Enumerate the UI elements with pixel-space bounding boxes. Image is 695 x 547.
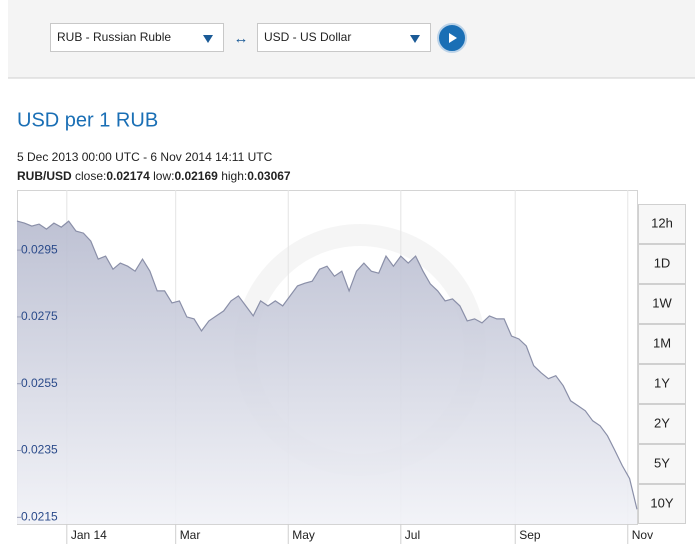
y-tick-label: 0.0215 [21, 509, 58, 523]
high-label: high: [221, 169, 247, 183]
plot: Jan 14 Mar May Jul Sep Nov 0.0215 0.0235 0.0255 0… [16, 190, 653, 544]
heading: USD per 1 RUB [17, 109, 158, 131]
x-tick-label: Mar [180, 528, 201, 542]
range-button[interactable] [638, 404, 686, 444]
swap-icon[interactable]: ↔ [234, 30, 249, 47]
low-value: 0.02169 [174, 169, 218, 183]
range-label: 1Y [654, 375, 670, 390]
x-tick-label: Nov [632, 528, 653, 542]
y-tick-label: 0.0295 [21, 242, 58, 256]
range-button[interactable] [638, 484, 686, 524]
stats: RUB/USD close:0.02174 low:0.02169 high:0… [17, 169, 291, 183]
y-tick-label: 0.0255 [21, 376, 58, 390]
dropdown-icon [410, 35, 420, 43]
from-label: RUB - Russian Ruble [57, 30, 171, 44]
range-label: 1M [653, 335, 671, 350]
range-label: 1D [654, 255, 671, 270]
range-button[interactable] [638, 244, 686, 284]
date-range: 5 Dec 2013 00:00 UTC - 6 Nov 2014 14:11 … [17, 150, 273, 164]
range-button[interactable] [638, 284, 686, 324]
low-label: low: [153, 169, 174, 183]
play-icon [449, 33, 457, 43]
range-label: 5Y [654, 455, 670, 470]
range-button[interactable] [638, 204, 686, 244]
dropdown-icon [203, 35, 213, 43]
y-tick-label: 0.0235 [21, 443, 58, 457]
from-select[interactable] [50, 23, 224, 52]
to-select[interactable] [257, 23, 431, 52]
range-label: 2Y [654, 415, 670, 430]
x-tick-label: May [292, 528, 315, 542]
area-fill [17, 221, 637, 524]
rate-line [16, 220, 638, 510]
y-tick-label: 0.0275 [21, 309, 58, 323]
high-value: 0.03067 [247, 169, 291, 183]
x-tick-label: Jul [405, 528, 420, 542]
x-tick-label: Sep [519, 528, 541, 542]
range-label: 10Y [650, 495, 673, 510]
x-tick-label: Jan 14 [71, 528, 107, 542]
to-label: USD - US Dollar [264, 30, 351, 44]
range-button[interactable] [638, 364, 686, 404]
close-label: close: [75, 169, 106, 183]
pair: RUB/USD [17, 169, 72, 183]
range-label: 1W [652, 295, 672, 310]
range-button[interactable] [638, 444, 686, 484]
close-value: 0.02174 [106, 169, 150, 183]
range-button[interactable] [638, 324, 686, 364]
range-label: 12h [651, 215, 673, 230]
